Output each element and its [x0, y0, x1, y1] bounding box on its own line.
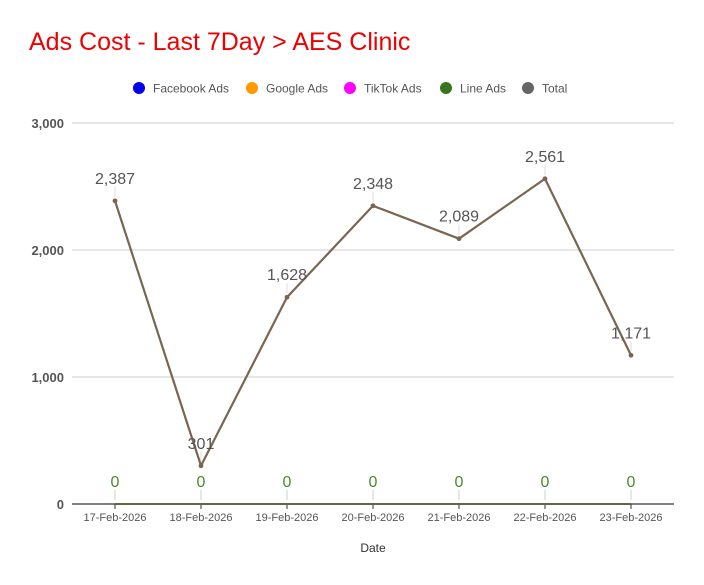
legend-item[interactable]: Facebook Ads [133, 82, 229, 96]
data-point[interactable] [112, 198, 118, 204]
data-point[interactable] [542, 176, 548, 182]
data-label: 0 [627, 474, 636, 491]
legend-label: Facebook Ads [153, 82, 229, 96]
data-label: 2,387 [95, 171, 135, 188]
legend-item[interactable]: TikTok Ads [344, 82, 422, 96]
x-tick-label: 22-Feb-2026 [514, 512, 577, 524]
x-tick-label: 20-Feb-2026 [342, 512, 405, 524]
data-label: 301 [188, 436, 215, 453]
data-point[interactable] [628, 352, 634, 358]
legend-item[interactable]: Google Ads [246, 82, 328, 96]
data-label: 0 [541, 474, 550, 491]
data-point[interactable] [370, 203, 376, 209]
legend-item[interactable]: Line Ads [440, 82, 506, 96]
data-label: 2,561 [525, 149, 565, 166]
legend-label: Line Ads [460, 82, 506, 96]
legend[interactable]: Facebook Ads Google Ads TikTok Ads Line Ads… [133, 82, 567, 96]
data-point[interactable] [198, 463, 204, 469]
data-point[interactable] [456, 236, 462, 242]
x-tick-label: 18-Feb-2026 [170, 512, 233, 524]
data-label: 0 [197, 474, 206, 491]
legend-swatch [522, 82, 534, 94]
x-tick-label: 23-Feb-2026 [600, 512, 663, 524]
series-lines [112, 176, 634, 505]
legend-label: Total [542, 82, 567, 96]
data-label: 2,089 [439, 209, 479, 226]
legend-swatch [344, 82, 356, 94]
x-tick-label: 21-Feb-2026 [428, 512, 491, 524]
legend-swatch [133, 82, 145, 94]
legend-swatch [246, 82, 258, 94]
data-label: 0 [111, 474, 120, 491]
y-tick-label: 1,000 [31, 370, 64, 385]
x-tick-label: 19-Feb-2026 [256, 512, 319, 524]
data-labels: 0 0 0 0 0 0 0 2,387 301 1,628 2,348 2,089 2,561 1,171 [95, 149, 651, 500]
x-axis-ticks: 17-Feb-2026 18-Feb-2026 19-Feb-2026 20-Feb-… [84, 504, 663, 524]
data-label: 2,348 [353, 176, 393, 193]
y-tick-label: 0 [57, 497, 64, 512]
legend-swatch [440, 82, 452, 94]
y-tick-label: 2,000 [31, 243, 64, 258]
data-label: 1,171 [611, 325, 651, 342]
data-label: 0 [369, 474, 378, 491]
x-tick-label: 17-Feb-2026 [84, 512, 147, 524]
chart-title: Ads Cost - Last 7Day > AES Clinic [29, 28, 411, 56]
legend-item[interactable]: Total [522, 82, 567, 96]
y-tick-label: 3,000 [31, 116, 64, 131]
data-label: 1,628 [267, 267, 307, 284]
y-axis-ticks: 0 1,000 2,000 3,000 [31, 116, 64, 512]
series-line [113, 177, 632, 467]
data-label: 0 [283, 474, 292, 491]
x-axis-title: Date [360, 541, 386, 555]
legend-label: Google Ads [266, 82, 328, 96]
legend-label: TikTok Ads [364, 82, 422, 96]
data-point[interactable] [284, 294, 290, 300]
data-label: 0 [455, 474, 464, 491]
